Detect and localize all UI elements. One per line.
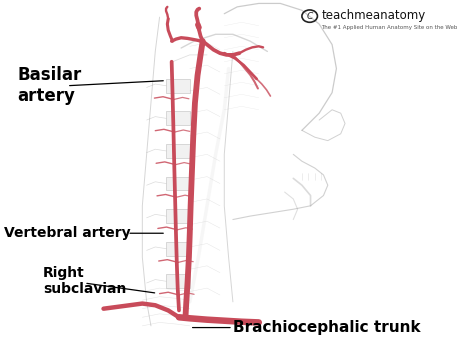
Bar [166,177,190,190]
Text: Basilar
artery: Basilar artery [17,66,82,105]
Text: Right
subclavian: Right subclavian [43,266,127,296]
Bar [166,111,190,125]
Text: teachmeanatomy: teachmeanatomy [321,9,426,22]
Bar [166,209,190,223]
Text: Vertebral artery: Vertebral artery [4,226,131,240]
Text: Brachiocephalic trunk: Brachiocephalic trunk [233,320,420,335]
Text: C: C [307,12,313,21]
Text: The #1 Applied Human Anatomy Site on the Web: The #1 Applied Human Anatomy Site on the… [321,25,458,30]
Bar [166,274,190,288]
Bar [166,144,190,158]
Bar [166,79,190,93]
Bar [166,242,190,256]
